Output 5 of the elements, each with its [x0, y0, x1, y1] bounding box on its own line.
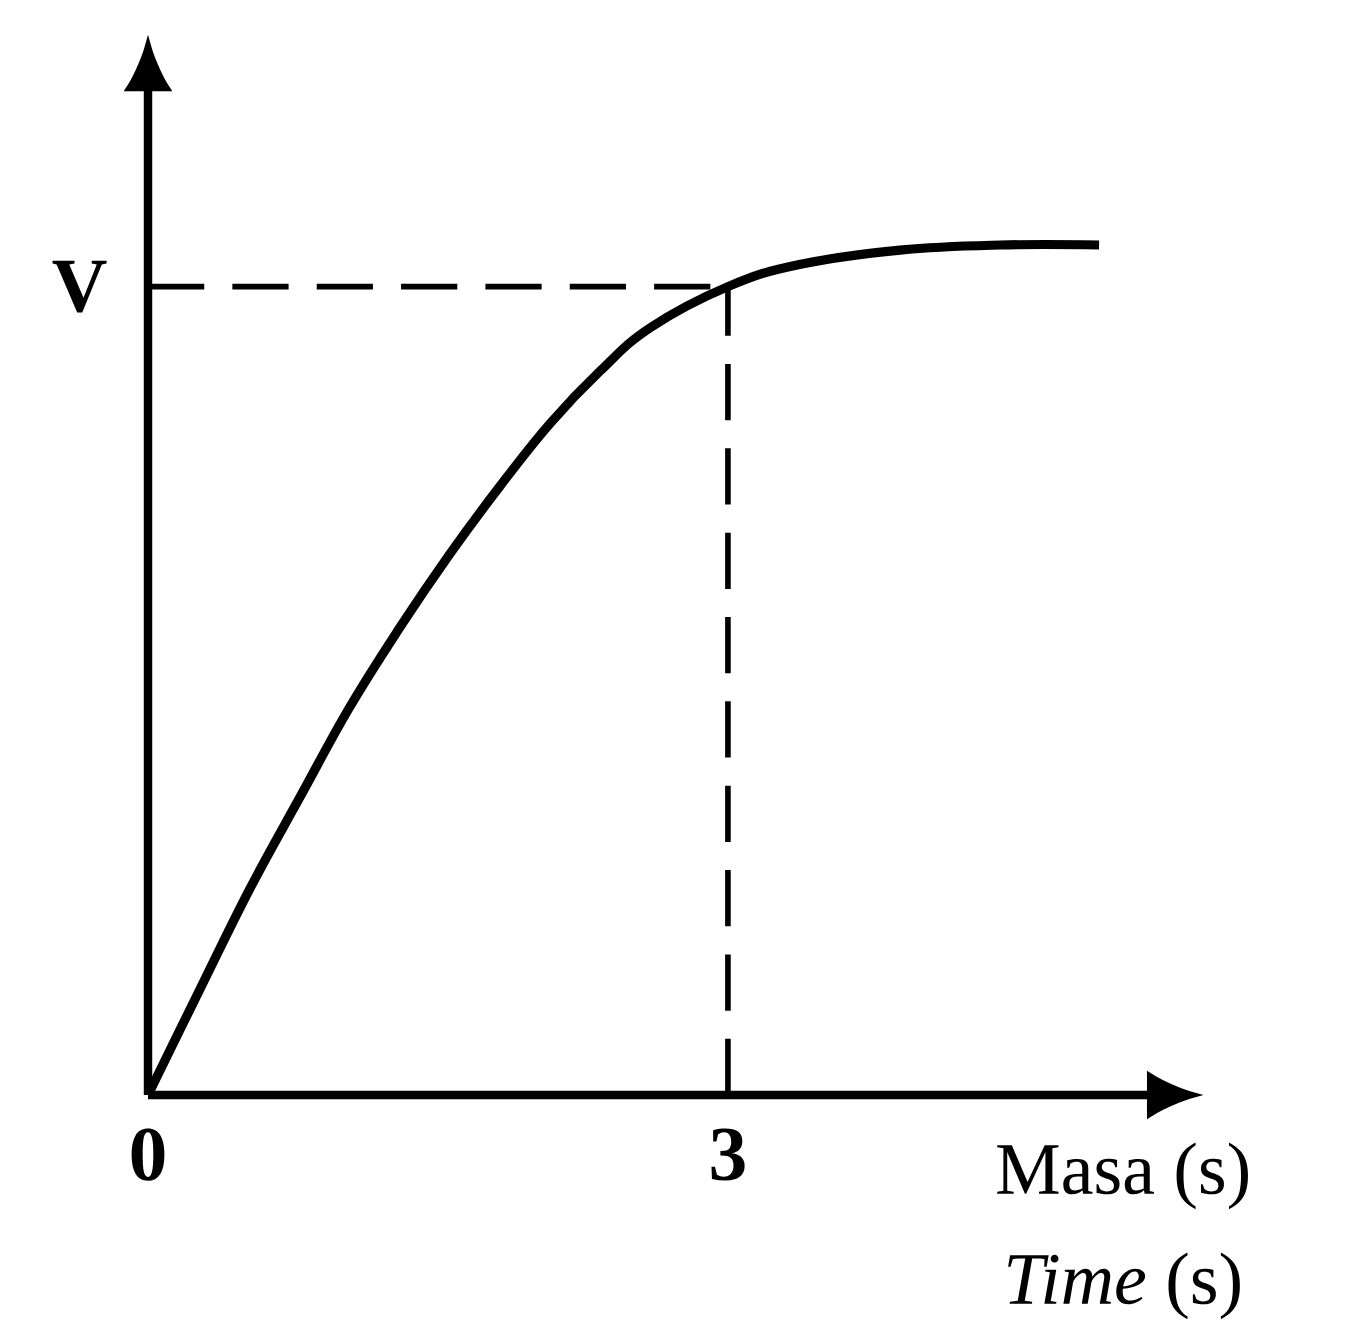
x-axis-title: Masa (s)	[997, 1142, 1248, 1210]
x-tick-label: 3	[711, 1128, 745, 1181]
text: Time (s)	[1008, 1252, 1240, 1320]
x-tick-label: 0	[131, 1128, 165, 1181]
ref-line-label: V	[52, 260, 107, 313]
